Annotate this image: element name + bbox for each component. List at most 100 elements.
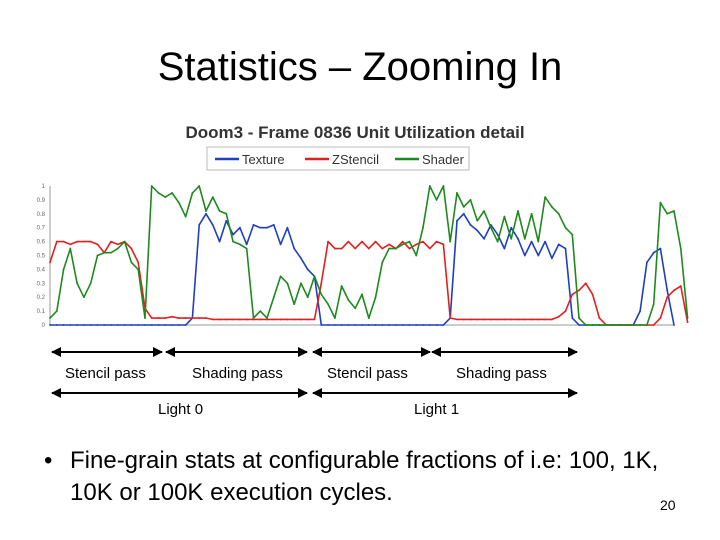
data-point-texture	[103, 324, 106, 326]
data-point-texture	[245, 243, 248, 246]
data-point-texture	[286, 226, 289, 229]
data-point-zstencil	[96, 243, 99, 246]
data-point-zstencil	[449, 317, 452, 319]
data-point-shader	[408, 240, 411, 243]
data-point-shader	[49, 317, 51, 319]
data-point-shader	[137, 268, 140, 271]
data-point-shader	[496, 240, 499, 243]
data-point-shader	[110, 251, 112, 254]
data-point-zstencil	[232, 318, 235, 321]
data-point-texture	[279, 243, 282, 246]
data-point-texture	[408, 324, 411, 326]
data-point-texture	[333, 324, 336, 326]
stencil-pass-0-label: Stencil pass	[65, 365, 146, 382]
data-point-zstencil	[218, 318, 221, 321]
data-point-texture	[388, 324, 391, 326]
data-point-texture	[272, 224, 275, 226]
data-point-texture	[177, 324, 180, 326]
data-point-shader	[150, 185, 153, 187]
data-point-zstencil	[401, 240, 404, 243]
data-point-zstencil	[110, 240, 112, 243]
data-point-zstencil	[293, 318, 296, 321]
light-1-label: Light 1	[414, 401, 460, 418]
data-point-shader	[286, 282, 289, 285]
data-point-texture	[110, 324, 112, 326]
data-point-zstencil	[272, 318, 275, 321]
data-point-shader	[327, 303, 329, 306]
data-point-texture	[198, 224, 201, 226]
data-point-zstencil	[266, 318, 268, 321]
data-point-texture	[130, 324, 133, 326]
legend-label-zstencil: ZStencil	[332, 152, 379, 167]
data-point-texture	[211, 224, 214, 226]
data-point-zstencil	[489, 318, 492, 321]
data-point-zstencil	[62, 240, 65, 243]
chart-title: Doom3 - Frame 0836 Unit Utilization deta…	[185, 123, 524, 142]
y-tick-label: 0.3	[37, 281, 46, 287]
legend-label-texture: Texture	[242, 152, 285, 167]
data-point-shader	[489, 226, 492, 229]
data-point-shader	[333, 317, 336, 319]
data-point-zstencil	[300, 318, 302, 321]
y-tick-label: 0.7	[37, 226, 46, 232]
data-point-zstencil	[415, 243, 418, 246]
data-point-shader	[388, 247, 391, 250]
data-point-zstencil	[523, 318, 526, 321]
data-point-shader	[184, 215, 187, 218]
data-point-texture	[252, 224, 255, 226]
data-point-shader	[435, 199, 438, 201]
data-point-shader	[530, 212, 533, 215]
data-point-texture	[62, 324, 65, 326]
data-point-texture	[673, 324, 675, 326]
data-point-shader	[116, 247, 119, 250]
data-point-zstencil	[55, 240, 58, 243]
data-point-zstencil	[388, 243, 391, 246]
data-point-texture	[544, 240, 547, 243]
data-point-zstencil	[442, 243, 445, 246]
data-point-shader	[205, 210, 207, 212]
series-line-shader	[49, 185, 689, 326]
data-point-texture	[340, 324, 343, 326]
data-point-zstencil	[673, 289, 675, 292]
data-point-shader	[551, 205, 553, 208]
data-point-zstencil	[435, 240, 438, 243]
data-point-shader	[666, 212, 669, 215]
data-point-shader	[517, 210, 519, 212]
y-tick-label: 0.9	[37, 198, 46, 204]
data-point-zstencil	[83, 240, 85, 243]
data-point-texture	[645, 261, 648, 264]
data-point-zstencil	[374, 240, 377, 243]
y-tick-label: 0.6	[37, 240, 46, 246]
data-point-shader	[618, 324, 621, 326]
data-point-shader	[659, 201, 662, 204]
data-point-zstencil	[422, 240, 424, 243]
data-point-zstencil	[340, 247, 343, 250]
data-point-texture	[442, 324, 445, 326]
data-point-shader	[89, 282, 92, 285]
data-point-zstencil	[116, 243, 119, 246]
bullet-text: Fine-grain stats at configurable fractio…	[70, 447, 659, 506]
data-point-texture	[517, 237, 519, 240]
data-point-zstencil	[503, 318, 506, 321]
data-point-shader	[164, 196, 167, 199]
data-point-shader	[415, 254, 418, 257]
data-point-zstencil	[578, 289, 580, 292]
data-point-texture	[354, 324, 357, 326]
data-point-texture	[266, 226, 268, 229]
data-point-texture	[259, 226, 262, 229]
data-point-zstencil	[198, 317, 201, 319]
data-point-shader	[103, 251, 106, 254]
data-point-texture	[564, 247, 567, 250]
data-point-zstencil	[171, 315, 173, 318]
data-point-shader	[679, 247, 682, 250]
data-point-zstencil	[245, 318, 248, 321]
data-point-shader	[395, 247, 397, 250]
data-point-texture	[49, 324, 51, 326]
data-point-shader	[557, 212, 560, 215]
data-point-texture	[503, 247, 506, 250]
data-point-zstencil	[191, 317, 194, 319]
data-point-zstencil	[571, 293, 574, 296]
data-point-texture	[293, 247, 296, 250]
data-point-texture	[530, 240, 533, 243]
y-tick-label: 0.2	[37, 295, 46, 301]
